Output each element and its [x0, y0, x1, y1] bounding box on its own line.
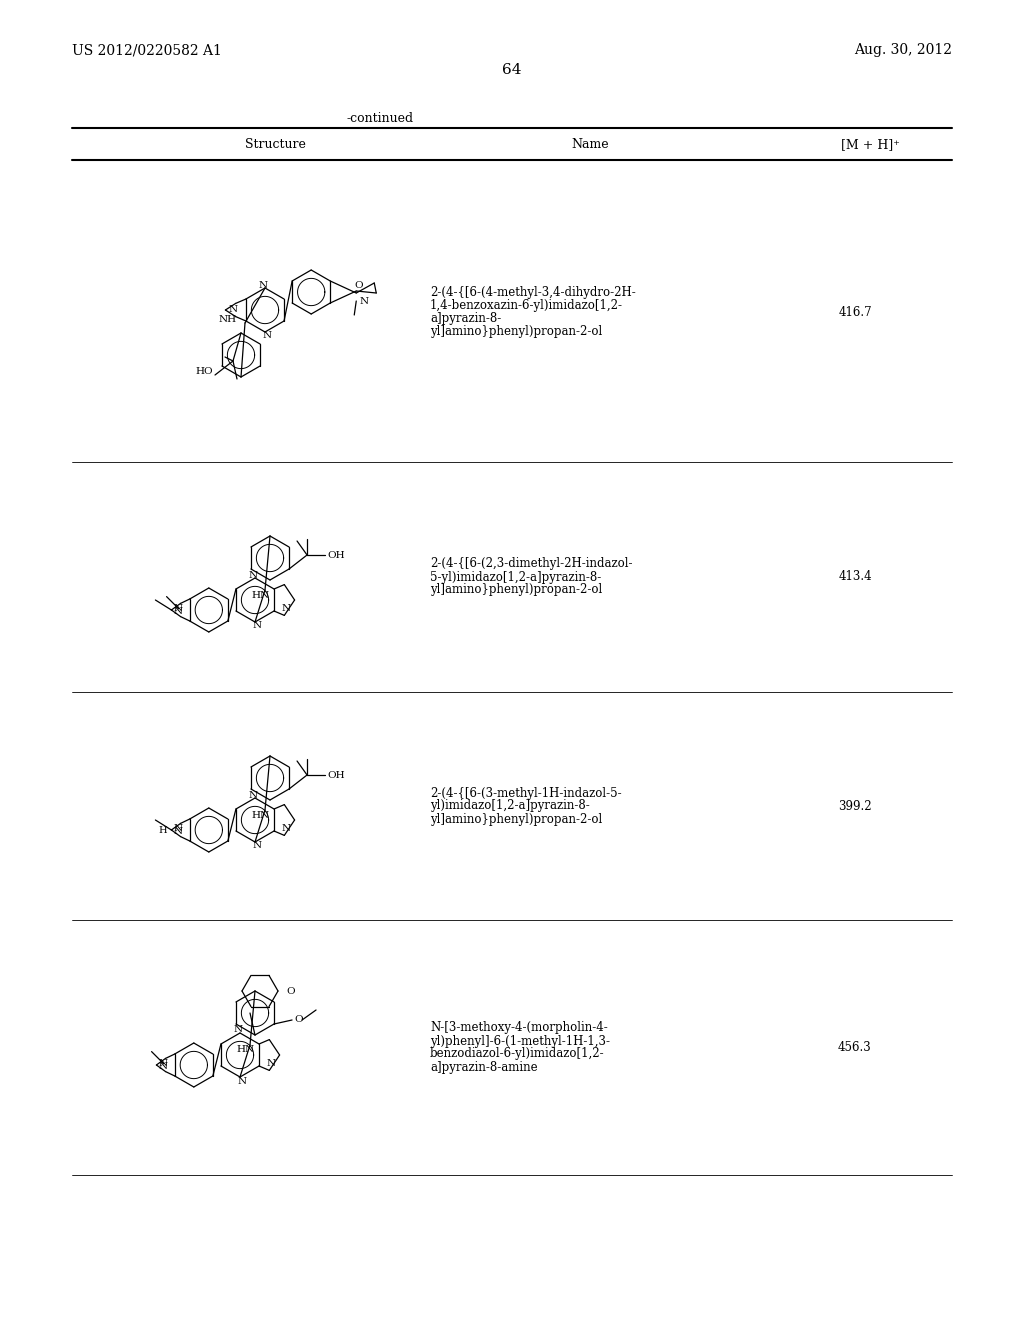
Text: yl]amino}phenyl)propan-2-ol: yl]amino}phenyl)propan-2-ol — [430, 325, 602, 338]
Text: N: N — [359, 297, 369, 305]
Text: 2-(4-{[6-(2,3-dimethyl-2H-indazol-: 2-(4-{[6-(2,3-dimethyl-2H-indazol- — [430, 557, 633, 570]
Text: N: N — [159, 1059, 168, 1068]
Text: yl]amino}phenyl)propan-2-ol: yl]amino}phenyl)propan-2-ol — [430, 583, 602, 597]
Text: N: N — [258, 281, 267, 289]
Text: N: N — [233, 1026, 243, 1035]
Text: HN: HN — [251, 590, 269, 599]
Text: N: N — [249, 791, 258, 800]
Text: O: O — [286, 986, 295, 995]
Text: 2-(4-{[6-(4-methyl-3,4-dihydro-2H-: 2-(4-{[6-(4-methyl-3,4-dihydro-2H- — [430, 286, 636, 300]
Text: O: O — [354, 281, 362, 289]
Text: yl]amino}phenyl)propan-2-ol: yl]amino}phenyl)propan-2-ol — [430, 813, 602, 825]
Text: N: N — [253, 622, 261, 631]
Text: 456.3: 456.3 — [838, 1041, 871, 1053]
Text: 1,4-benzoxazin-6-yl)imidazo[1,2-: 1,4-benzoxazin-6-yl)imidazo[1,2- — [430, 300, 623, 312]
Text: Aug. 30, 2012: Aug. 30, 2012 — [854, 44, 952, 57]
Text: OH: OH — [327, 771, 345, 780]
Text: N: N — [262, 331, 271, 341]
Text: N: N — [282, 824, 291, 833]
Text: 2-(4-{[6-(3-methyl-1H-indazol-5-: 2-(4-{[6-(3-methyl-1H-indazol-5- — [430, 787, 622, 800]
Text: 413.4: 413.4 — [839, 570, 871, 583]
Text: NH: NH — [219, 315, 237, 325]
Text: a]pyrazin-8-: a]pyrazin-8- — [430, 312, 502, 325]
Text: N: N — [174, 824, 183, 833]
Text: yl)imidazo[1,2-a]pyrazin-8-: yl)imidazo[1,2-a]pyrazin-8- — [430, 800, 590, 813]
Text: 5-yl)imidazo[1,2-a]pyrazin-8-: 5-yl)imidazo[1,2-a]pyrazin-8- — [430, 570, 601, 583]
Text: N: N — [249, 570, 258, 579]
Text: OH: OH — [327, 550, 345, 560]
Text: benzodiazol-6-yl)imidazo[1,2-: benzodiazol-6-yl)imidazo[1,2- — [430, 1048, 604, 1060]
Text: HN: HN — [251, 810, 269, 820]
Text: 416.7: 416.7 — [839, 305, 871, 318]
Text: N: N — [174, 826, 183, 836]
Text: Name: Name — [571, 139, 609, 152]
Text: a]pyrazin-8-amine: a]pyrazin-8-amine — [430, 1060, 538, 1073]
Text: N: N — [174, 605, 183, 612]
Text: N: N — [228, 305, 238, 314]
Text: US 2012/0220582 A1: US 2012/0220582 A1 — [72, 44, 222, 57]
Text: N: N — [174, 607, 183, 616]
Text: HN: HN — [236, 1045, 254, 1055]
Text: N: N — [267, 1059, 275, 1068]
Text: -continued: -continued — [346, 111, 414, 124]
Text: yl)phenyl]-6-(1-methyl-1H-1,3-: yl)phenyl]-6-(1-methyl-1H-1,3- — [430, 1035, 610, 1048]
Text: N: N — [253, 842, 261, 850]
Text: N-[3-methoxy-4-(morpholin-4-: N-[3-methoxy-4-(morpholin-4- — [430, 1022, 608, 1035]
Text: 399.2: 399.2 — [839, 800, 871, 813]
Text: [M + H]⁺: [M + H]⁺ — [841, 139, 899, 152]
Text: N: N — [282, 605, 291, 612]
Text: N: N — [238, 1077, 247, 1085]
Text: Structure: Structure — [245, 139, 305, 152]
Text: O: O — [294, 1015, 303, 1024]
Text: H: H — [159, 826, 167, 836]
Text: 64: 64 — [502, 63, 522, 77]
Text: HO: HO — [195, 367, 213, 375]
Text: N: N — [159, 1061, 168, 1071]
